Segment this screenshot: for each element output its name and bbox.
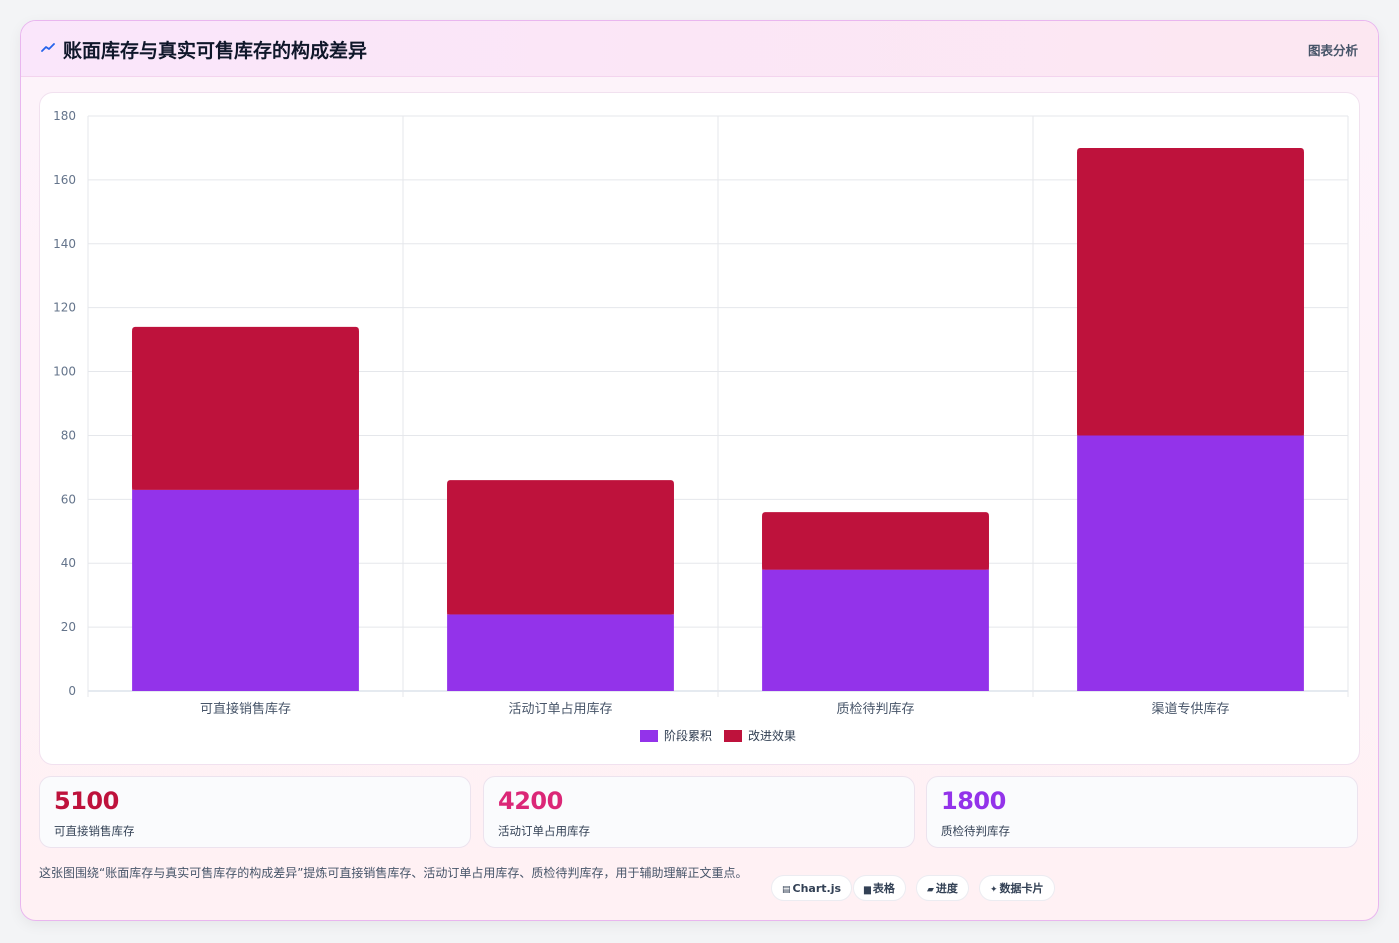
tag-progress[interactable]: ▰ 进度 [916, 875, 969, 901]
stat-value: 1800 [941, 787, 1006, 815]
card-header: 账面库存与真实可售库存的构成差异 图表分析 [21, 21, 1378, 77]
stat-value: 5100 [54, 787, 119, 815]
tag-chartjs[interactable]: ▤ Chart.js [771, 875, 853, 901]
stat-card: 5100 可直接销售库存 [39, 776, 471, 848]
x-tick-label: 质检待判库存 [836, 701, 914, 717]
y-tick-label: 180 [53, 109, 76, 123]
bar-stage [762, 569, 989, 691]
bar-segment [447, 484, 674, 615]
bar-segment [132, 330, 359, 490]
tag-table[interactable]: ▆ 表格 [853, 875, 906, 901]
stat-label: 活动订单占用库存 [498, 824, 590, 838]
y-tick-label: 20 [61, 620, 76, 634]
y-tick-label: 40 [61, 556, 76, 570]
legend-label: 阶段累积 [664, 728, 712, 743]
stat-label: 质检待判库存 [941, 824, 1010, 838]
tag-label: 数据卡片 [999, 882, 1044, 895]
legend-swatch [640, 730, 658, 742]
x-tick-label: 渠道专供库存 [1151, 701, 1229, 717]
y-tick-label: 140 [53, 237, 76, 251]
stat-card: 4200 活动订单占用库存 [483, 776, 915, 848]
sparkle-icon: ✦ [990, 885, 998, 895]
tag-label: 表格 [872, 882, 895, 895]
chart-analysis-link[interactable]: 图表分析 [1307, 43, 1358, 58]
trend-line-icon [41, 43, 55, 52]
legend-swatch [724, 730, 742, 742]
bar-stage [1077, 435, 1304, 691]
chart-panel: 0 20 40 60 80 100 120 140 160 180 可直接销售库存 活动订单占用库存 质… [39, 92, 1360, 765]
chart-card: 账面库存与真实可售库存的构成差异 图表分析 0 20 40 60 80 100 120 140… [20, 20, 1379, 921]
x-tick-label: 活动订单占用库存 [508, 701, 612, 717]
tag-label: 进度 [935, 882, 958, 895]
y-tick-label: 0 [68, 684, 76, 698]
stat-card: 1800 质检待判库存 [926, 776, 1358, 848]
stat-cards: 5100 可直接销售库存 4200 活动订单占用库存 1800 质检待判库存 [39, 776, 1360, 848]
chart-title: 账面库存与真实可售库存的构成差异 [63, 40, 368, 62]
bar-stage [132, 489, 359, 691]
tag-data-cards[interactable]: ✦ 数据卡片 [979, 875, 1055, 901]
x-tick-label: 可直接销售库存 [200, 701, 291, 717]
stat-value: 4200 [498, 787, 563, 815]
y-tick-label: 80 [61, 428, 76, 442]
y-tick-label: 60 [61, 492, 76, 506]
y-tick-label: 160 [53, 173, 76, 187]
y-tick-label: 120 [53, 301, 76, 315]
chart-description: 这张图围绕“账面库存与真实可售库存的构成差异”提炼可直接销售库存、活动订单占用库… [39, 866, 748, 880]
bar-segment [1077, 151, 1304, 436]
chart-icon: ▤ [782, 885, 791, 895]
stat-label: 可直接销售库存 [54, 824, 135, 838]
bar-segment [762, 516, 989, 570]
table-icon: ▆ [864, 885, 871, 895]
stacked-bar-chart: 0 20 40 60 80 100 120 140 160 180 可直接销售库存 活动订单占用库存 质… [53, 109, 1349, 743]
progress-icon: ▰ [927, 885, 934, 895]
legend-label: 改进效果 [748, 728, 796, 743]
bar-stage [447, 614, 674, 691]
tag-label: Chart.js [792, 882, 842, 895]
y-tick-label: 100 [53, 365, 76, 379]
